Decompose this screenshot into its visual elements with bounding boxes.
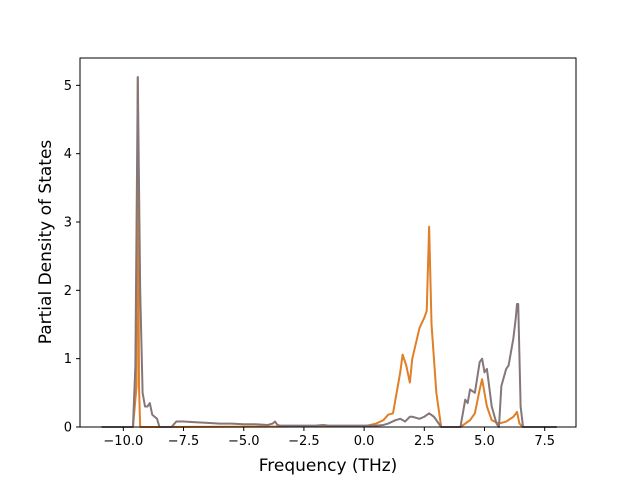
x-axis-ticks: −10.0 −7.5 −5.0 −2.5 0.0 2.5 5.0 7.5 <box>103 427 555 449</box>
plot-frame <box>79 57 577 428</box>
y-tick-label: 1 <box>64 352 72 367</box>
y-axis-label: Partial Density of States <box>36 140 56 345</box>
y-tick-label: 5 <box>64 79 72 94</box>
x-tick-label: −5.0 <box>228 434 260 449</box>
x-tick-label: 7.5 <box>534 434 555 449</box>
x-tick-label: 2.5 <box>414 434 435 449</box>
y-axis-ticks: 0 1 2 3 4 5 <box>64 79 80 436</box>
x-tick-label: 5.0 <box>474 434 495 449</box>
x-tick-label: −7.5 <box>168 434 200 449</box>
x-tick-label: −10.0 <box>103 434 143 449</box>
y-tick-label: 3 <box>64 216 72 231</box>
y-tick-label: 2 <box>64 284 72 299</box>
y-tick-label: 0 <box>64 421 72 436</box>
plot-background <box>80 58 576 427</box>
x-tick-label: −2.5 <box>288 434 320 449</box>
x-tick-label: 0.0 <box>354 434 375 449</box>
y-tick-label: 4 <box>64 147 72 162</box>
x-axis-label: Frequency (THz) <box>259 456 398 476</box>
